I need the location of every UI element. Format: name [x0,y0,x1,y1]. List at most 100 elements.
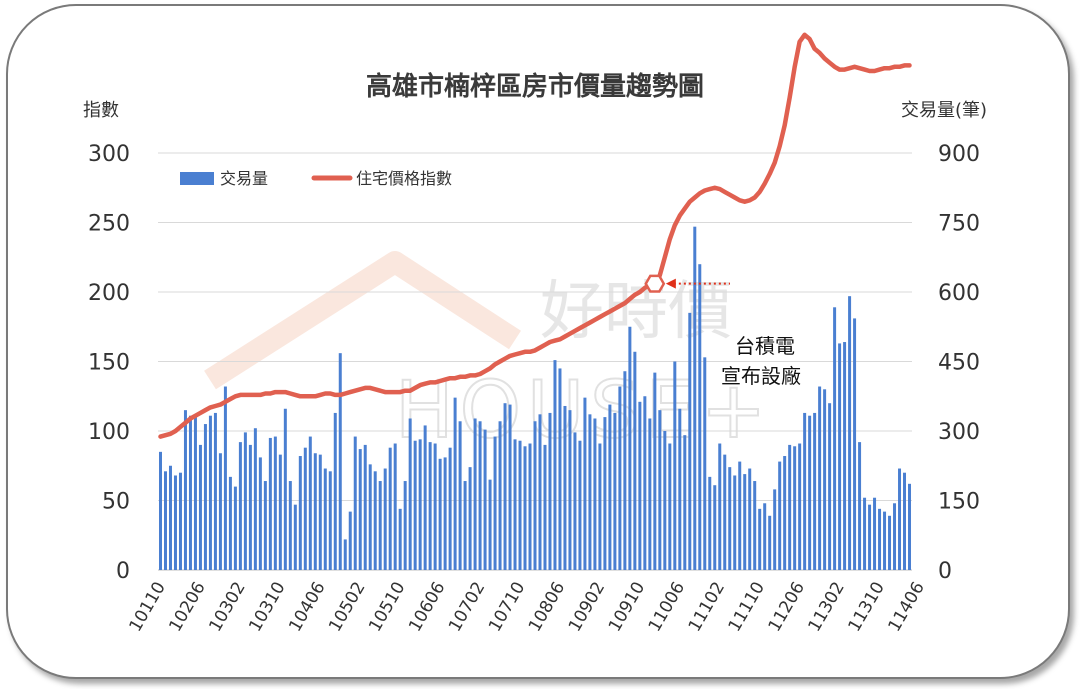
x-tick-label: 10710 [485,579,529,636]
bar [163,471,167,570]
bar [363,444,367,570]
bar [833,307,837,570]
bar [498,421,502,570]
bar [463,481,467,570]
bar [633,351,637,570]
bar-series [158,226,912,571]
bar [613,412,617,570]
bar [718,443,722,570]
right-tick-label: 600 [938,281,980,306]
annotation: 台積電 宣布設廠 [644,274,801,388]
bar [298,456,302,570]
bar [323,468,327,570]
bar [738,461,742,570]
bar [643,396,647,570]
bar [558,368,562,570]
bar [703,357,707,570]
bar [308,436,312,570]
bar [538,414,542,570]
bar [888,515,892,570]
bar [383,468,387,570]
bar [603,417,607,570]
bar [808,415,812,570]
bar [823,389,827,570]
chart-frame [6,4,1070,679]
bar [378,481,382,570]
bar [678,408,682,570]
left-axis-label: 指數 [83,100,119,121]
bar [353,436,357,570]
annotation-marker [644,274,666,293]
bar [503,403,507,570]
bar [763,503,767,570]
x-tick-label: 11406 [884,579,928,636]
legend: 交易量 住宅價格指數 [180,169,452,188]
right-tick-label: 300 [938,420,980,445]
bar [223,386,227,570]
left-tick-label: 300 [88,142,130,167]
bar [893,503,897,570]
bar [853,318,857,570]
bar [828,403,832,570]
bar [608,404,612,570]
bar [688,312,692,570]
x-tick-label: 10702 [445,579,489,636]
bar [318,454,322,570]
bar [423,425,427,570]
bar [333,412,337,570]
bar [863,497,867,570]
bar [158,451,162,570]
bar [793,446,797,570]
x-tick-label: 10110 [125,579,169,636]
annotation-text-2: 宣布設廠 [721,364,801,388]
x-axis-ticks: 1011010206103021031010406105021051010606… [125,579,928,636]
bar [443,457,447,570]
bar [293,504,297,570]
x-tick-label: 10806 [525,579,569,636]
bar [683,435,687,570]
bar [713,485,717,570]
bar [878,508,882,570]
bar [873,497,877,570]
bar [758,508,762,570]
bar [213,412,217,570]
bar [698,264,702,570]
bar [533,421,537,570]
x-tick-label: 10606 [405,579,449,636]
bar [313,453,317,570]
x-tick-label: 11310 [845,579,889,636]
bar [818,386,822,570]
bar [728,467,732,570]
bar [203,424,207,570]
bar [183,410,187,570]
bar [358,449,362,570]
bar [303,447,307,570]
left-tick-label: 0 [116,559,130,584]
bar [283,408,287,570]
bar [883,511,887,570]
bar [583,397,587,570]
bar [788,444,792,570]
legend-line-label: 住宅價格指數 [356,169,452,188]
right-tick-label: 150 [938,490,980,515]
bar [668,443,672,570]
x-tick-label: 10406 [285,579,329,636]
annotation-text-1: 台積電 [735,334,795,358]
x-tick-label: 10510 [365,579,409,636]
x-tick-label: 10206 [165,579,209,636]
bar [573,432,577,570]
bar [528,443,532,570]
bar [173,475,177,570]
right-tick-label: 450 [938,351,980,376]
bar [778,461,782,570]
bar [868,504,872,570]
bar [903,472,907,570]
bar [773,489,777,570]
bar [768,515,772,570]
annotation-arrowhead [665,278,676,289]
bar [373,471,377,570]
left-tick-label: 200 [88,281,130,306]
bar [783,456,787,570]
bar [748,468,752,570]
bar [453,397,457,570]
